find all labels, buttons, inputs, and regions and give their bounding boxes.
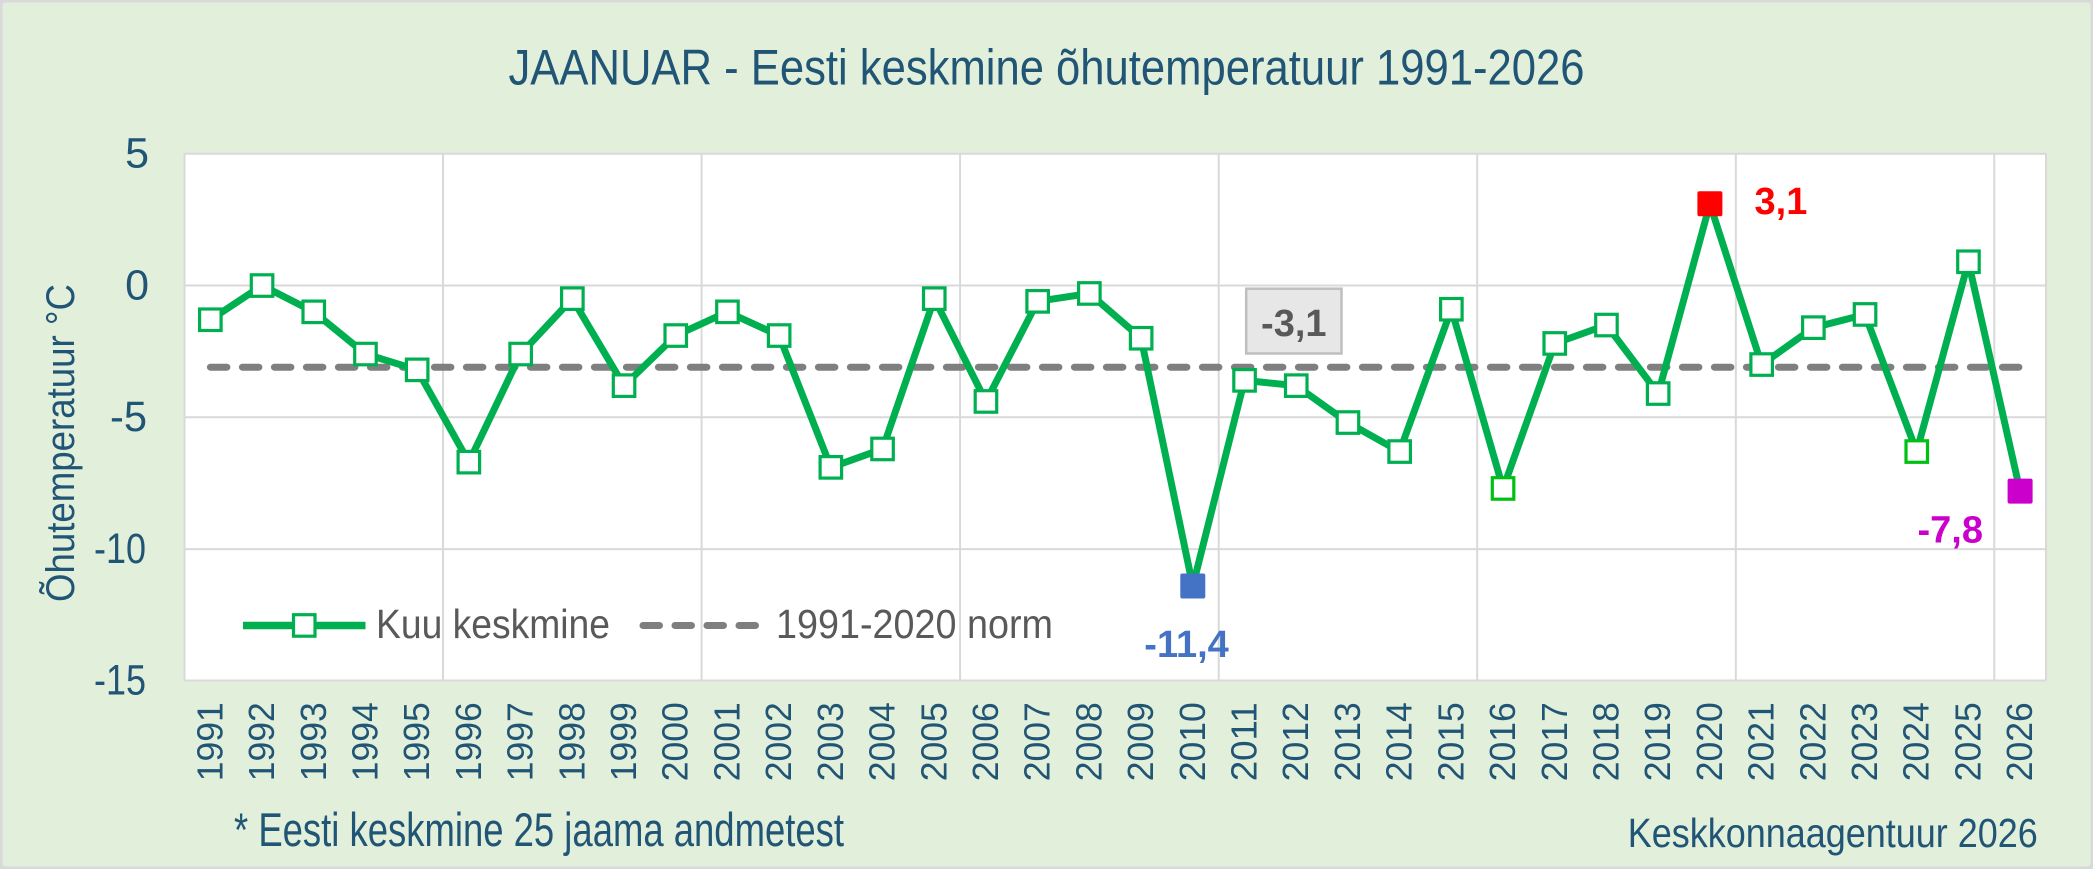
svg-text:1993: 1993: [293, 702, 334, 781]
svg-text:0: 0: [125, 261, 149, 309]
svg-text:Kuu keskmine: Kuu keskmine: [376, 601, 610, 647]
svg-text:2009: 2009: [1120, 702, 1161, 781]
svg-text:2000: 2000: [655, 702, 696, 781]
svg-text:-3,1: -3,1: [1261, 303, 1326, 345]
svg-text:2012: 2012: [1275, 702, 1316, 781]
svg-text:2018: 2018: [1586, 702, 1627, 781]
svg-text:2016: 2016: [1482, 702, 1523, 781]
svg-text:2004: 2004: [862, 702, 903, 781]
svg-text:2002: 2002: [758, 702, 799, 781]
svg-text:* Eesti keskmine 25 jaama andm: * Eesti keskmine 25 jaama andmetest: [234, 803, 844, 856]
svg-text:2014: 2014: [1379, 702, 1420, 781]
svg-text:JAANUAR - Eesti keskmine õhute: JAANUAR - Eesti keskmine õhutemperatuur …: [509, 40, 1585, 96]
svg-text:2021: 2021: [1741, 702, 1782, 781]
svg-text:2015: 2015: [1430, 702, 1471, 781]
svg-text:2003: 2003: [810, 702, 851, 781]
svg-text:2019: 2019: [1637, 702, 1678, 781]
svg-text:-15: -15: [94, 657, 146, 705]
svg-text:2006: 2006: [965, 702, 1006, 781]
svg-text:2024: 2024: [1896, 702, 1937, 781]
svg-text:1999: 1999: [603, 702, 644, 781]
svg-text:2001: 2001: [706, 702, 747, 781]
svg-text:1992: 1992: [241, 702, 282, 781]
svg-text:1994: 1994: [345, 702, 386, 781]
svg-text:-11,4: -11,4: [1144, 624, 1229, 666]
svg-text:1996: 1996: [448, 702, 489, 781]
svg-text:-7,8: -7,8: [1918, 510, 1983, 552]
svg-text:Keskkonnaagentuur 2026: Keskkonnaagentuur 2026: [1628, 810, 2038, 856]
svg-text:2017: 2017: [1534, 702, 1575, 781]
svg-text:2025: 2025: [1947, 702, 1988, 781]
svg-text:2013: 2013: [1327, 702, 1368, 781]
svg-text:-10: -10: [94, 525, 146, 573]
svg-text:1995: 1995: [396, 702, 437, 781]
svg-text:1991-2020 norm: 1991-2020 norm: [776, 601, 1053, 647]
svg-text:3,1: 3,1: [1755, 181, 1808, 223]
svg-text:2026: 2026: [1999, 702, 2040, 781]
svg-text:2020: 2020: [1689, 702, 1730, 781]
svg-text:1997: 1997: [500, 702, 541, 781]
svg-text:Õhutemperatuur °C: Õhutemperatuur °C: [38, 284, 83, 602]
svg-text:2005: 2005: [913, 702, 954, 781]
svg-text:1998: 1998: [551, 702, 592, 781]
svg-text:2023: 2023: [1844, 702, 1885, 781]
svg-text:2007: 2007: [1017, 702, 1058, 781]
svg-text:2022: 2022: [1792, 702, 1833, 781]
svg-text:-5: -5: [110, 393, 147, 441]
svg-text:1991: 1991: [189, 702, 230, 781]
svg-text:2011: 2011: [1224, 702, 1265, 781]
svg-text:5: 5: [125, 130, 149, 178]
svg-text:2010: 2010: [1172, 702, 1213, 781]
svg-text:2008: 2008: [1068, 702, 1109, 781]
